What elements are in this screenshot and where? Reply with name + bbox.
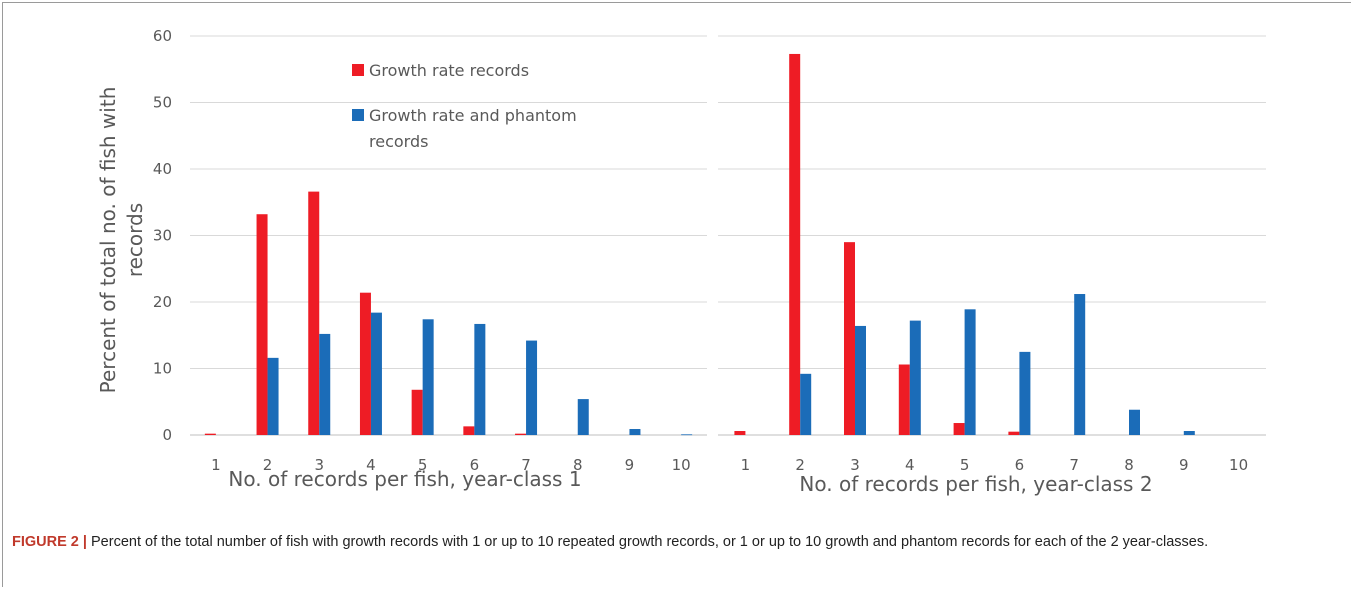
x-tick-label: 3	[314, 456, 324, 474]
bar	[359, 292, 371, 435]
bar	[1074, 294, 1086, 435]
bar	[319, 333, 331, 435]
bar	[411, 389, 423, 435]
x-tick-label: 5	[960, 456, 970, 474]
bar	[474, 323, 486, 435]
bar-chart: 0 10 20 30 40 50 60 1 2 3 4 5 6 7 8 9 10 1 2 3 4 5 6 7 8 9 10 Per…	[96, 27, 1266, 496]
bar	[370, 312, 382, 435]
y-tick-label: 30	[153, 227, 172, 245]
x-tick-label: 8	[573, 456, 583, 474]
bar	[953, 423, 965, 435]
x-tick-label: 9	[625, 456, 635, 474]
bar	[789, 53, 801, 435]
legend-swatch-growth	[352, 64, 364, 76]
x-tick-label: 6	[470, 456, 480, 474]
bar	[463, 426, 475, 435]
x-tick-label: 9	[1179, 456, 1189, 474]
y-tick-label: 40	[153, 160, 172, 178]
legend: Growth rate records Growth rate and phan…	[352, 61, 577, 151]
x-axis-label-right: No. of records per fish, year-class 2	[799, 472, 1152, 496]
x-tick-label: 10	[1229, 456, 1248, 474]
x-tick-label: 4	[366, 456, 376, 474]
bar	[734, 431, 746, 435]
x-axis-label-left: No. of records per fish, year-class 1	[228, 467, 581, 491]
y-tick-label: 20	[153, 293, 172, 311]
x-tick-label: 4	[905, 456, 915, 474]
y-tick-label: 0	[162, 426, 172, 444]
bar	[308, 191, 320, 435]
x-tick-label: 5	[418, 456, 428, 474]
legend-swatch-phantom	[352, 109, 364, 121]
caption-text: Percent of the total number of fish with…	[91, 534, 1209, 550]
y-tick-label: 50	[153, 94, 172, 112]
x-tick-label: 6	[1015, 456, 1025, 474]
bar	[855, 325, 866, 435]
bar	[1019, 351, 1031, 435]
bars	[204, 53, 1195, 436]
bar	[681, 434, 693, 436]
legend-label-phantom-line1: Growth rate and phantom	[369, 106, 577, 125]
bar	[515, 433, 527, 435]
gridlines	[190, 35, 1266, 436]
x-tick-label: 3	[850, 456, 860, 474]
y-tick-labels: 0 10 20 30 40 50 60	[153, 27, 172, 444]
bar	[629, 429, 641, 435]
x-tick-label: 7	[1069, 456, 1079, 474]
x-tick-label: 1	[741, 456, 751, 474]
x-tick-label: 10	[672, 456, 691, 474]
bar	[267, 357, 279, 435]
bar	[964, 309, 976, 435]
bar	[1008, 431, 1020, 435]
x-tick-label: 1	[211, 456, 221, 474]
caption-label: FIGURE 2 |	[12, 534, 87, 550]
bar	[422, 319, 434, 435]
figure-caption: FIGURE 2 | Percent of the total number o…	[12, 532, 1342, 552]
bar	[577, 399, 589, 435]
bar	[204, 433, 216, 435]
x-tick-label: 7	[521, 456, 531, 474]
bar	[909, 320, 921, 435]
bar	[898, 364, 910, 435]
y-axis-label-line1: Percent of total no. of fish with	[96, 87, 120, 394]
bar	[800, 373, 812, 435]
x-tick-label: 2	[795, 456, 805, 474]
legend-label-phantom-line2: records	[369, 132, 428, 151]
y-tick-label: 10	[153, 360, 172, 378]
bar	[256, 214, 268, 435]
x-tick-labels: 1 2 3 4 5 6 7 8 9 10 1 2 3 4 5 6 7 8 9 10	[211, 456, 1248, 474]
y-tick-label: 60	[153, 27, 172, 45]
bar	[1129, 409, 1140, 435]
x-tick-label: 2	[263, 456, 273, 474]
legend-label-growth: Growth rate records	[369, 61, 529, 80]
bar	[526, 340, 538, 435]
bar	[844, 242, 855, 435]
bar	[1183, 431, 1195, 435]
y-axis-label-line2: records	[123, 203, 147, 277]
x-tick-label: 8	[1124, 456, 1134, 474]
